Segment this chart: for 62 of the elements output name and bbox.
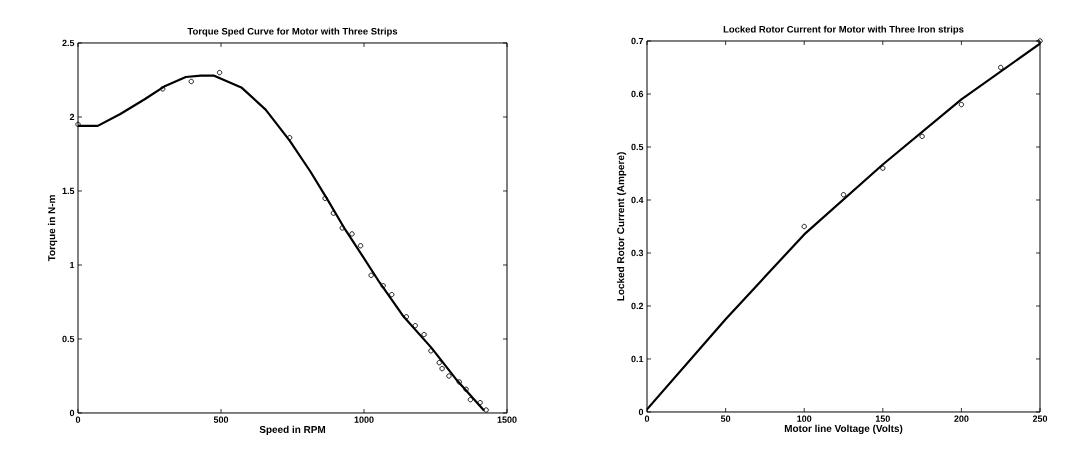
point (428, 348, 434, 354)
chart-title: Locked Rotor Current for Motor with Three Iron strips (723, 25, 964, 35)
y-tick-label: 0.5 (62, 335, 75, 343)
y-tick-label: 0 (69, 409, 75, 417)
y-tick-label: 0.1 (631, 355, 644, 363)
point (357, 243, 364, 249)
y-tick-label: 0.3 (631, 249, 644, 257)
point (998, 64, 1004, 71)
x-axis-title: Motor line Voltage (Volts) (784, 424, 903, 435)
point (322, 195, 328, 202)
point (919, 133, 925, 140)
point (380, 283, 386, 289)
point (368, 272, 374, 278)
x-tick-label: 50 (720, 415, 731, 422)
y-tick-label: 1.5 (62, 187, 75, 195)
point (446, 373, 452, 379)
y-tick-label: 2 (69, 113, 75, 121)
point (412, 323, 418, 329)
y-tick-label: 0 (638, 408, 644, 416)
point (880, 165, 886, 171)
x-tick-label: 0 (75, 416, 81, 423)
x-tick-label: 150 (875, 415, 890, 422)
y-tick-label: 0.4 (631, 196, 644, 204)
point (330, 210, 337, 216)
point (1037, 38, 1043, 44)
point (463, 386, 469, 392)
point (403, 314, 409, 320)
y-tick-label: 1 (70, 261, 75, 269)
x-tick-label: 1500 (497, 416, 517, 423)
point (75, 121, 81, 128)
x-axis-title: Speed in RPM (259, 425, 326, 435)
x-tick-label: 500 (213, 416, 229, 423)
x-tick-label: 250 (1032, 415, 1048, 422)
point (436, 360, 442, 366)
point (483, 407, 489, 413)
y-tick-label: 0.6 (631, 90, 644, 98)
point (339, 225, 345, 231)
point (439, 365, 445, 372)
chart-title: Torque Sped Curve for Motor with Three Strips (187, 27, 398, 37)
x-tick-label: 0 (644, 415, 650, 422)
point (958, 101, 965, 108)
x-tick-label: 200 (954, 415, 969, 422)
y-axis-title: Locked Rotor Current (Ampere) (616, 152, 627, 301)
point (349, 231, 355, 237)
y-tick-label: 0.5 (631, 143, 644, 151)
y-tick-label: 0.2 (631, 302, 644, 310)
point (389, 291, 395, 298)
y-tick-label: 2.5 (62, 39, 75, 47)
point (477, 399, 483, 406)
x-tick-label: 100 (797, 415, 812, 422)
point (216, 69, 223, 76)
point (840, 192, 847, 198)
y-tick-label: 0.7 (631, 37, 644, 45)
point (188, 78, 194, 85)
point (160, 86, 166, 92)
x-tick-label: 1000 (354, 416, 374, 423)
point (801, 223, 807, 230)
point (467, 397, 474, 403)
point (421, 331, 427, 338)
y-axis-title: Torque in N-m (47, 195, 58, 262)
point (456, 379, 462, 385)
point (287, 135, 293, 141)
